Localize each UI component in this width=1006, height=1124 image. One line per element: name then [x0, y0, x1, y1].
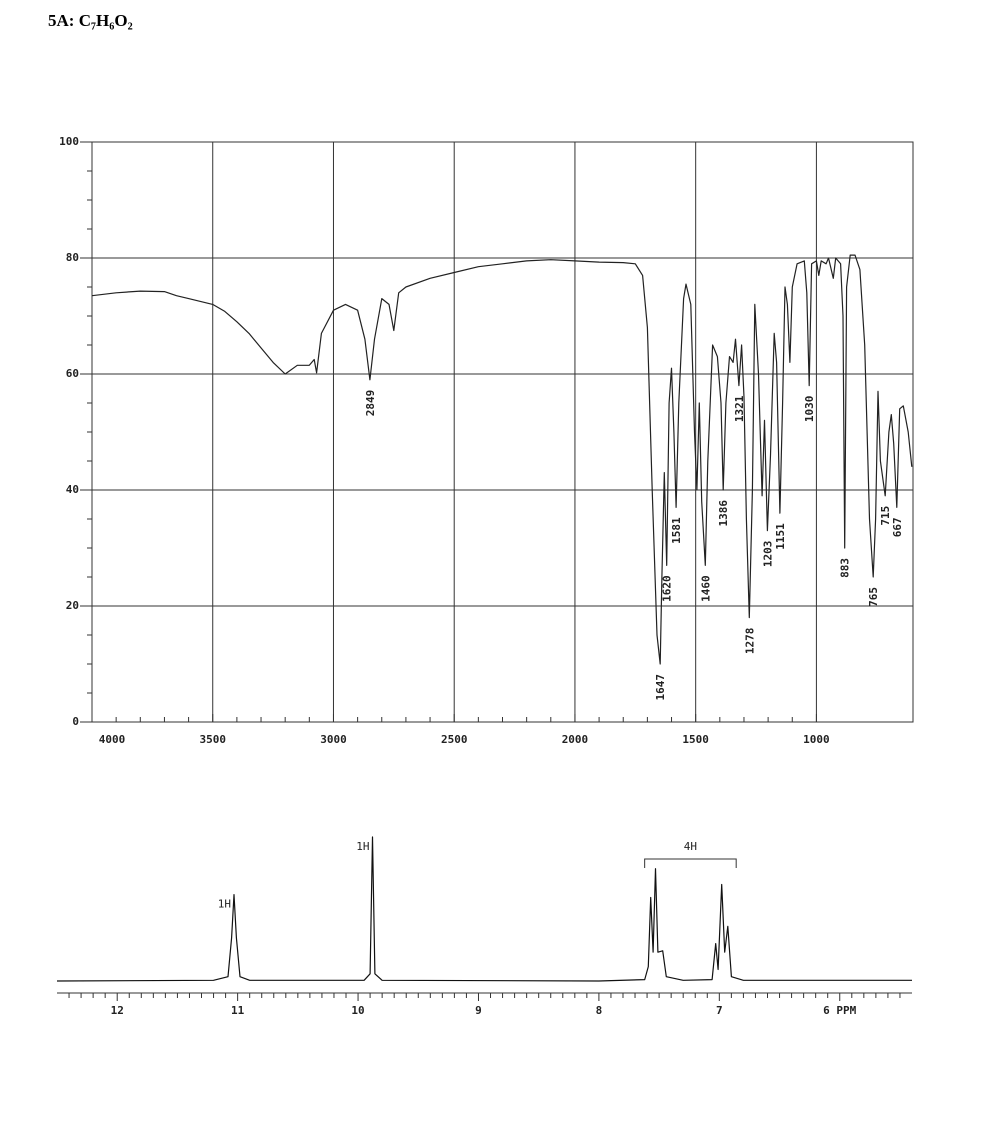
peak-label: 1647: [654, 674, 667, 701]
peak-label: 883: [839, 558, 852, 578]
peak-label: 1151: [774, 523, 787, 550]
peak-label: 1321: [733, 395, 746, 422]
y-tick-label: 60: [66, 367, 79, 380]
peak-label: 1278: [743, 628, 756, 655]
x-tick-label: 7: [716, 1004, 723, 1017]
integration-bracket: [644, 858, 737, 868]
peak-label: 1030: [803, 396, 816, 423]
peak-label: 765: [867, 587, 880, 607]
peak-label: 1620: [661, 575, 674, 602]
x-tick-label: 2500: [441, 733, 468, 746]
peak-label: 1581: [670, 517, 683, 544]
x-tick-label: 3000: [320, 733, 347, 746]
integration-label: 1H: [218, 898, 231, 911]
peak-label: 1460: [699, 575, 712, 602]
x-tick-label: 6 PPM: [823, 1004, 856, 1017]
x-tick-label: 11: [231, 1004, 245, 1017]
x-tick-label: 9: [475, 1004, 482, 1017]
y-tick-label: 0: [72, 715, 79, 728]
peak-label: 1386: [717, 500, 730, 527]
ir-frame: [91, 141, 914, 723]
x-tick-label: 4000: [99, 733, 126, 746]
y-tick-label: 40: [66, 483, 79, 496]
peak-label: 715: [879, 506, 892, 526]
x-tick-label: 10: [351, 1004, 364, 1017]
spectrum-line: [56, 836, 912, 982]
x-tick-label: 1000: [803, 733, 830, 746]
y-tick-label: 100: [59, 135, 79, 148]
y-tick-label: 20: [66, 599, 79, 612]
x-tick-label: 8: [596, 1004, 603, 1017]
x-tick-label: 1500: [682, 733, 709, 746]
peak-label: 667: [891, 517, 904, 537]
page-title: 5A: C₇H₆O₂: [48, 11, 133, 30]
peak-label: 2849: [364, 390, 377, 417]
x-tick-label: 2000: [562, 733, 589, 746]
y-tick-label: 80: [66, 251, 79, 264]
peak-label: 1203: [761, 541, 774, 568]
x-tick-label: 12: [111, 1004, 124, 1017]
integration-label: 4H: [684, 840, 697, 853]
integration-label: 1H: [356, 840, 369, 853]
x-tick-label: 3500: [199, 733, 226, 746]
spectrum-line: [91, 254, 913, 665]
